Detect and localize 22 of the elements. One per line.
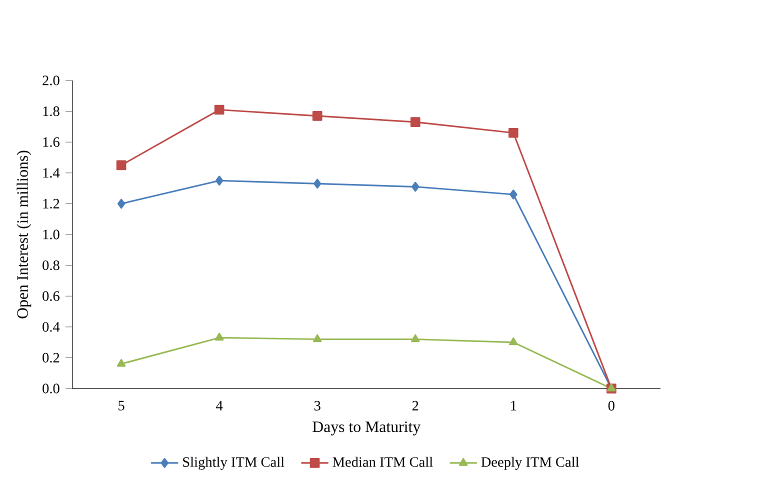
y-tick-label: 0.8 [42, 260, 60, 270]
legend-label: Slightly ITM Call [183, 456, 284, 470]
y-tick-label: 1.4 [43, 168, 60, 178]
y-tick-label: 0.4 [42, 322, 60, 332]
y-tick-label: 0.0 [42, 383, 60, 394]
y-tick-label: 1.0 [43, 229, 60, 240]
y-tick-label: 2.0 [42, 75, 60, 86]
y-tick-label: 0.6 [42, 291, 60, 301]
y-axis-title: Open Interest (in millions) [16, 150, 32, 318]
x-tick-label: 0 [608, 400, 614, 410]
y-tick-label: 1.8 [43, 106, 60, 116]
legend-label: Deeply ITM Call [481, 456, 579, 470]
y-tick-label: 1.2 [43, 198, 60, 208]
y-tick-label: 1.6 [43, 137, 60, 147]
x-tick-label: 1 [511, 400, 516, 410]
y-tick-label: 0.2 [42, 352, 60, 362]
x-tick-label: 4 [216, 400, 223, 410]
legend-label: Median ITM Call [332, 456, 433, 467]
x-tick-label: 5 [118, 400, 124, 410]
x-tick-label: 3 [314, 400, 320, 410]
x-axis-title: Days to Maturity [312, 421, 421, 436]
x-tick-label: 2 [412, 400, 418, 410]
